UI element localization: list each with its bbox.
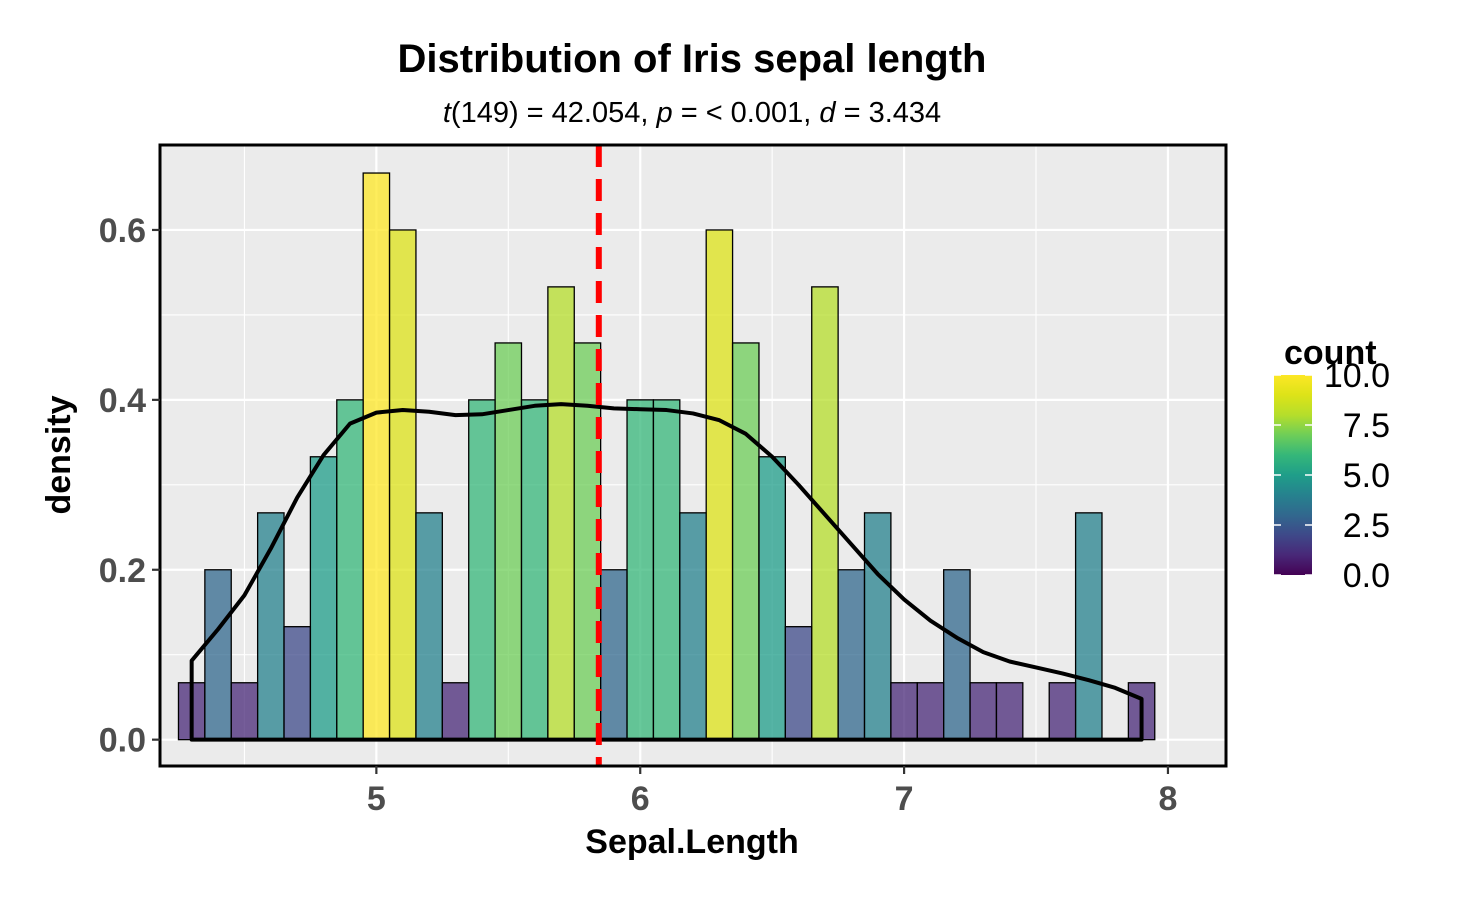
histogram-bar bbox=[1048, 682, 1077, 741]
histogram-bar bbox=[441, 682, 470, 741]
chart-title: Distribution of Iris sepal length bbox=[398, 37, 987, 81]
subtitle-d-symbol: d bbox=[819, 97, 836, 129]
density-curve bbox=[189, 402, 1144, 742]
density-curve-group bbox=[189, 402, 1144, 742]
histogram-bar bbox=[652, 399, 681, 741]
histogram-bar bbox=[837, 569, 866, 741]
histogram-bar bbox=[362, 172, 391, 741]
y-tick-label: 0.6 bbox=[99, 212, 146, 250]
histogram-bar bbox=[943, 569, 971, 741]
subtitle-d-text: = 3.434 bbox=[836, 97, 942, 129]
histogram-bar bbox=[758, 456, 787, 741]
legend-label: 7.5 bbox=[1343, 407, 1390, 445]
histogram-bar bbox=[415, 512, 443, 741]
legend-label: 0.0 bbox=[1343, 557, 1390, 595]
histogram-bar bbox=[731, 342, 760, 741]
histogram-bar bbox=[679, 512, 707, 741]
subtitle-p-symbol: p bbox=[656, 97, 673, 129]
legend-label: 5.0 bbox=[1343, 457, 1390, 495]
histogram-bar bbox=[863, 512, 892, 741]
legend-title: count bbox=[1284, 334, 1377, 372]
subtitle-t-symbol: t bbox=[443, 97, 453, 129]
x-tick-label: 8 bbox=[1158, 780, 1177, 818]
histogram-bar bbox=[599, 569, 628, 741]
subtitle-p-text: = < 0.001, bbox=[673, 97, 820, 129]
histogram-bar bbox=[969, 682, 998, 741]
histogram-bar bbox=[336, 399, 364, 741]
x-axis-title: Sepal.Length bbox=[585, 823, 798, 861]
histogram-bar bbox=[468, 399, 496, 741]
y-tick-label: 0.2 bbox=[99, 552, 146, 590]
histogram-bar bbox=[204, 569, 232, 741]
y-axis-title: density bbox=[40, 395, 78, 514]
color-legend: count 10.0 7.5 5.0 2.5 0.0 bbox=[1274, 334, 1390, 595]
histogram-bar bbox=[626, 399, 655, 741]
plot-border bbox=[158, 143, 1228, 768]
legend-label: 2.5 bbox=[1343, 507, 1390, 545]
histogram-bar bbox=[890, 682, 918, 741]
x-tick-label: 6 bbox=[631, 780, 650, 818]
histogram-bar bbox=[520, 399, 549, 741]
histogram-bar bbox=[705, 229, 734, 741]
legend-label: 10.0 bbox=[1324, 357, 1390, 395]
histogram-bar bbox=[230, 682, 259, 741]
x-tick-label: 7 bbox=[895, 780, 914, 818]
subtitle-t-text: (149) = 42.054, bbox=[451, 97, 657, 129]
y-tick-label: 0.0 bbox=[99, 722, 146, 760]
axis-ticks: 5 6 7 8 0.0 0.2 0.4 0.6 bbox=[99, 212, 1178, 818]
histogram-bar bbox=[283, 626, 312, 741]
x-tick-label: 5 bbox=[367, 780, 386, 818]
histogram-bar bbox=[995, 682, 1024, 741]
histogram-bar bbox=[784, 626, 813, 741]
histogram-bar bbox=[916, 682, 945, 741]
legend-labels: 10.0 7.5 5.0 2.5 0.0 bbox=[1274, 357, 1390, 595]
histogram-bar bbox=[388, 229, 417, 741]
y-tick-label: 0.4 bbox=[99, 382, 146, 420]
histogram-bar bbox=[1074, 512, 1103, 741]
chart-subtitle: t(149) = 42.054, p = < 0.001, d = 3.434 bbox=[443, 97, 941, 129]
histogram-bar bbox=[547, 286, 575, 741]
histogram-bars bbox=[177, 172, 1156, 741]
histogram-bar bbox=[309, 456, 338, 741]
histogram-bar bbox=[494, 342, 523, 741]
